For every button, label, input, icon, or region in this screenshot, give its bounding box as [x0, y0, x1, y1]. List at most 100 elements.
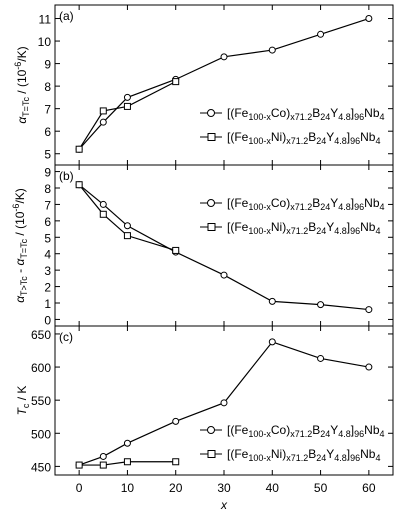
text-part: T	[15, 406, 29, 415]
text-part: 4.8	[338, 429, 351, 439]
text-part: Nb	[360, 447, 376, 461]
x-tick-label: 60	[362, 481, 376, 495]
marker	[268, 338, 276, 346]
marker	[123, 439, 131, 447]
text-part: 100-x	[248, 112, 271, 122]
text-part: 24	[320, 112, 330, 122]
y-tick-label: 450	[31, 460, 51, 474]
x-tick-label: 50	[314, 481, 328, 495]
text-part: / (10	[13, 211, 27, 239]
text-part: 96	[354, 112, 364, 122]
text-part: [(Fe	[227, 196, 249, 210]
marker	[99, 118, 107, 126]
text-part: ]	[347, 447, 350, 461]
text-part: 24	[320, 429, 330, 439]
text-part: x71.2	[286, 136, 308, 146]
series-line	[79, 461, 176, 466]
legend-label: [(Fe100-xNi)x71.2B24Y4.8]96Nb4	[227, 447, 381, 463]
marker	[99, 461, 107, 469]
marker	[317, 354, 325, 362]
text-part: [(Fe	[227, 423, 249, 437]
marker	[123, 222, 131, 230]
text-part: 24	[320, 202, 330, 212]
panel-label: (b)	[59, 169, 74, 183]
y-tick-label: 10	[38, 35, 52, 49]
legend-label: [(Fe100-xNi)x71.2B24Y4.8]96Nb4	[227, 220, 381, 236]
legend-marker	[207, 109, 215, 117]
marker	[220, 271, 228, 279]
text-part: B	[308, 447, 316, 461]
text-part: 4	[380, 112, 385, 122]
series-line	[78, 184, 369, 311]
marker	[123, 232, 131, 240]
text-part: 100-x	[248, 453, 271, 463]
x-tick-label: 20	[169, 481, 183, 495]
text-part: 24	[316, 136, 326, 146]
text-part: ]	[351, 106, 354, 120]
y-tick-label: 7	[44, 198, 51, 212]
text-part: B	[308, 220, 316, 234]
marker	[123, 93, 131, 101]
marker	[123, 102, 131, 110]
text-part: α	[13, 295, 27, 303]
series-line	[78, 184, 176, 252]
text-part: Ni)	[271, 220, 286, 234]
y-tick-label: 500	[31, 427, 51, 441]
text-part: 4.8	[334, 136, 347, 146]
text-part: B	[308, 130, 316, 144]
text-part: 96	[350, 226, 360, 236]
text-part: /K)	[13, 188, 27, 203]
y-tick-label: 8	[44, 80, 51, 94]
y-axis-label: αT>Tc - αT=Tc / (10-6/K)	[11, 188, 29, 303]
text-part: [(Fe	[227, 220, 249, 234]
text-part: 4	[380, 429, 385, 439]
marker	[172, 246, 180, 254]
y-tick-label: 5	[44, 231, 51, 245]
text-part: Nb	[360, 220, 376, 234]
text-part: 96	[350, 136, 360, 146]
marker	[365, 363, 373, 371]
y-tick-label: 650	[31, 328, 51, 342]
x-tick-label: 30	[217, 481, 231, 495]
marker	[317, 301, 325, 309]
legend-marker	[207, 450, 216, 458]
text-part: 96	[354, 429, 364, 439]
text-part: / K	[15, 386, 29, 404]
y-tick-label: 5	[44, 148, 51, 162]
y-tick-label: 4	[44, 248, 51, 262]
marker	[220, 399, 228, 407]
text-part: Nb	[364, 423, 380, 437]
text-part: 4	[375, 226, 380, 236]
text-part: x71.2	[286, 226, 308, 236]
marker	[75, 461, 83, 469]
text-part: 4.8	[338, 112, 351, 122]
text-part: x71.2	[286, 453, 308, 463]
text-part: [(Fe	[227, 447, 249, 461]
y-tick-label: 7	[44, 103, 51, 117]
text-part: Y	[326, 130, 334, 144]
legend-label: [(Fe100-xNi)x71.2B24Y4.8]96Nb4	[227, 130, 381, 146]
text-part: T=Tc	[21, 97, 31, 117]
x-axis-label: x	[220, 498, 228, 512]
text-part: Ni)	[271, 447, 286, 461]
text-part: Nb	[364, 106, 380, 120]
text-part: 100-x	[248, 226, 271, 236]
marker	[75, 145, 83, 153]
y-axis-label: Tc / K	[15, 386, 31, 416]
text-part: -6	[11, 204, 21, 212]
marker	[99, 200, 107, 208]
text-part: ]	[347, 220, 350, 234]
legend-marker	[207, 426, 215, 434]
text-part: /K)	[15, 46, 29, 61]
text-part: x71.2	[290, 112, 312, 122]
text-part: [(Fe	[227, 106, 249, 120]
text-part: Y	[330, 106, 338, 120]
text-part: 4	[375, 136, 380, 146]
text-part: B	[312, 423, 320, 437]
legend-label: [(Fe100-xCo)x71.2B24Y4.8]96Nb4	[227, 423, 385, 439]
text-part: Y	[326, 220, 334, 234]
text-part: 4	[375, 453, 380, 463]
text-part: 24	[316, 226, 326, 236]
text-part: 100-x	[248, 136, 271, 146]
